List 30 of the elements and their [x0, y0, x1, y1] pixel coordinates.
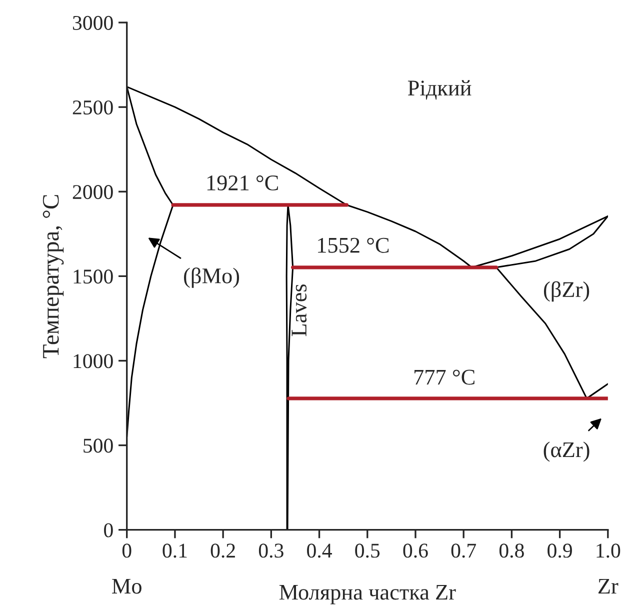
x-tick-label: 0.7 — [451, 544, 476, 558]
text: Zr — [598, 578, 618, 594]
annotation: 1921 °C — [207, 175, 278, 190]
x-tick-label: 0.4 — [307, 544, 332, 558]
x-tick-label: 0 — [122, 544, 132, 558]
y-tick-label: 0 — [104, 523, 113, 538]
y-tick-label: 1500 — [74, 270, 113, 284]
annotation: (βMo) — [184, 268, 240, 288]
x-tick-label: 1.0 — [596, 544, 620, 558]
x-tick-label: 0.6 — [403, 544, 428, 558]
x-tick-label: 0.9 — [548, 544, 572, 558]
x-tick-label: 0.2 — [210, 544, 235, 558]
annotation: Laves — [292, 284, 307, 336]
annotation: (βZr) — [544, 281, 590, 302]
y-tick-label: 1000 — [74, 354, 113, 368]
y-tick-label: 2500 — [72, 100, 113, 115]
annotation: 1552 °C — [318, 238, 389, 253]
annotation: (αZr) — [544, 442, 590, 462]
annotation: 777 °C — [414, 370, 474, 385]
text: Mo — [112, 578, 142, 594]
y-tick-label: 3000 — [72, 16, 113, 30]
annotation: Рідкий — [408, 80, 472, 100]
x-tick-label: 0.3 — [258, 544, 284, 558]
x-axis-title: Молярна частка Zr — [279, 585, 456, 604]
x-tick-label: 0.8 — [499, 544, 524, 558]
y-tick-label: 2000 — [72, 185, 113, 200]
y-axis-title: Температура, °C — [42, 195, 64, 358]
x-tick-label: 0.5 — [355, 544, 380, 558]
x-tick-label: 0.1 — [162, 544, 187, 558]
y-tick-label: 500 — [84, 438, 113, 453]
